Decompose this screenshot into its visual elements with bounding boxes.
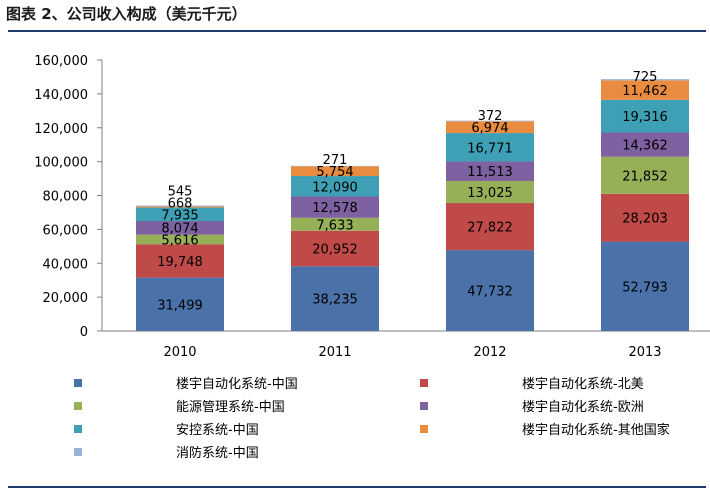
data-label: 5,616 (161, 233, 198, 248)
figure-title: 图表 2、公司收入构成（美元千元） (6, 5, 247, 23)
data-label: 7,633 (316, 218, 353, 233)
legend-marker (74, 402, 82, 410)
bar-segment (136, 244, 224, 278)
bar-segment (291, 266, 379, 331)
data-label: 6,974 (471, 121, 508, 136)
x-tick-label: 2012 (473, 345, 506, 360)
data-label: 27,822 (467, 221, 513, 236)
data-label: 52,793 (622, 280, 668, 295)
data-label: 28,203 (622, 212, 668, 227)
data-label: 12,090 (312, 180, 358, 195)
x-tick-label: 2011 (318, 345, 351, 360)
data-label: 7,935 (161, 208, 198, 223)
legend-label: 安控系统-中国 (176, 423, 259, 438)
legend-label: 消防系统-中国 (176, 445, 259, 461)
legend-label: 楼宇自动化系统-北美 (522, 377, 644, 392)
y-tick-label: 160,000 (34, 54, 88, 69)
y-tick-label: 120,000 (34, 122, 88, 137)
bottom-rule (8, 486, 706, 488)
y-tick-label: 100,000 (34, 156, 88, 171)
bar-segment (601, 241, 689, 331)
y-tick-label: 20,000 (43, 291, 89, 306)
data-label: 668 (168, 196, 193, 211)
data-label: 5,754 (316, 165, 353, 180)
bar-segment (446, 250, 534, 331)
bar-segment (601, 193, 689, 242)
data-label: 545 (168, 184, 193, 199)
bar-segment (601, 132, 689, 157)
bar-segment (136, 277, 224, 331)
bar-segment (136, 234, 224, 245)
x-tick-label: 2013 (628, 345, 661, 360)
data-label: 20,952 (312, 242, 358, 257)
data-label: 21,852 (622, 169, 668, 184)
bar-segment (136, 205, 224, 207)
legend-marker (74, 379, 82, 387)
data-label: 14,362 (622, 139, 668, 154)
data-label: 372 (478, 109, 503, 124)
bar-segment (601, 79, 689, 81)
bar-segment (446, 203, 534, 251)
bar-segment (446, 161, 534, 181)
bar-segment (446, 133, 534, 162)
data-label: 12,578 (312, 201, 358, 216)
data-label: 8,074 (161, 221, 198, 236)
bar-segment (446, 120, 534, 122)
data-label: 11,462 (622, 84, 668, 99)
legend-marker (74, 448, 82, 456)
legend-marker (420, 402, 428, 410)
data-label: 11,513 (467, 165, 513, 180)
bar-segment (601, 156, 689, 194)
legend-label: 楼宇自动化系统-欧洲 (522, 400, 644, 415)
y-tick-label: 80,000 (43, 190, 89, 205)
bar-segment (291, 217, 379, 231)
data-label: 271 (323, 153, 348, 168)
y-tick-label: 40,000 (43, 257, 89, 272)
data-label: 31,499 (157, 298, 203, 313)
legend-label: 能源管理系统-中国 (176, 400, 285, 415)
bar-segment (136, 207, 224, 222)
legend-marker (420, 425, 428, 433)
data-label: 19,316 (622, 110, 668, 125)
legend-marker (74, 425, 82, 433)
legend-label: 楼宇自动化系统-其他国家 (522, 422, 670, 438)
data-label: 19,748 (157, 255, 203, 270)
bar-segment (136, 221, 224, 235)
legend-label: 楼宇自动化系统-中国 (176, 377, 298, 392)
legend-marker (420, 379, 428, 387)
top-rule (8, 30, 706, 32)
data-label: 16,771 (467, 141, 513, 156)
bar-segment (136, 206, 224, 208)
bar-segment (446, 121, 534, 134)
y-tick-label: 140,000 (34, 88, 88, 103)
data-label: 13,025 (467, 186, 513, 201)
bar-segment (291, 166, 379, 177)
bar-segment (291, 230, 379, 267)
bar-segment (291, 196, 379, 218)
bar-segment (601, 99, 689, 133)
bar-segment (601, 80, 689, 100)
bar-segment (446, 180, 534, 204)
x-tick-label: 2010 (163, 345, 196, 360)
y-tick-label: 0 (80, 325, 88, 340)
data-label: 38,235 (312, 293, 358, 308)
y-tick-label: 60,000 (43, 223, 89, 238)
data-label: 47,732 (467, 285, 513, 300)
data-label: 725 (633, 70, 658, 85)
bar-segment (291, 176, 379, 197)
